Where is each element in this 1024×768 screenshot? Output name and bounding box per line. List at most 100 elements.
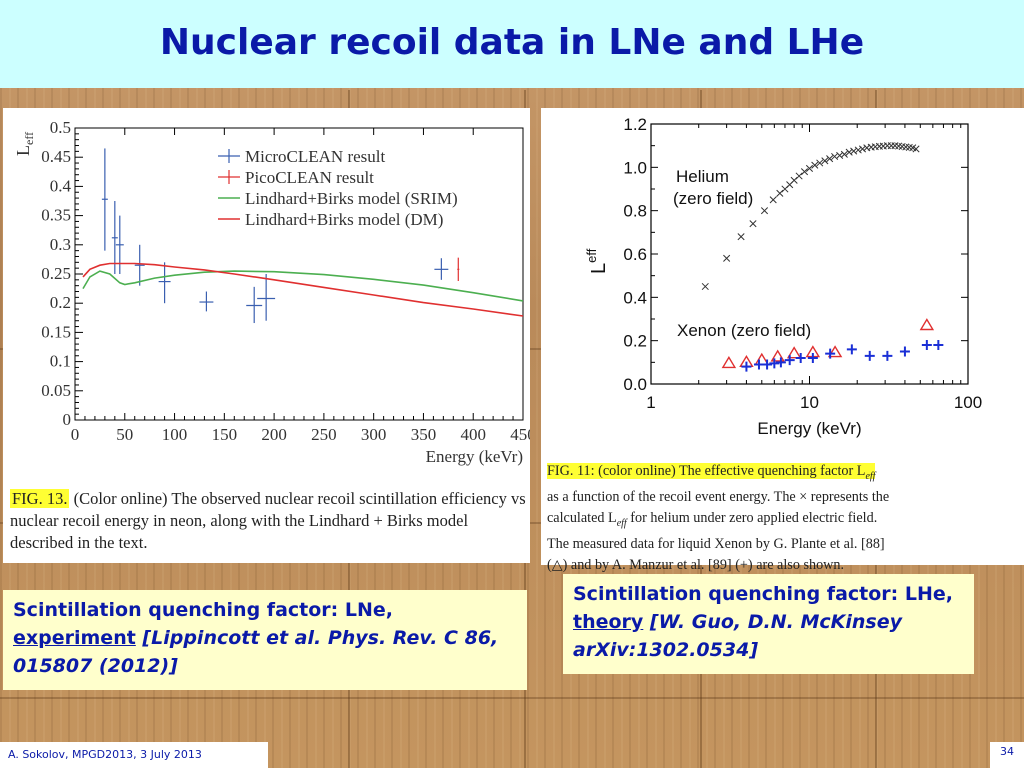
right-caption-highlight: (color online) The effective quenching f… [594,463,866,479]
y-tick-label: 0.5 [50,118,71,137]
y-tick-label: 0.45 [41,147,71,166]
helium-point [887,142,895,150]
page-number: 34 [990,742,1024,768]
x-tick-label: 300 [361,425,387,444]
y-tick-label: 0.2 [623,332,647,351]
x-tick-label: 400 [460,425,486,444]
helium-point [816,159,824,167]
annotation-zero-field: (zero field) [673,189,753,208]
xenon-plus-point [921,340,932,350]
x-tick-label: 450 [510,425,530,444]
right-chart: 1 10 100 0.0 0.2 0.4 0.6 0.8 1.0 1.2 Energy (keVr)… [584,115,982,438]
helium-point [850,147,858,155]
helium-point [776,189,784,197]
xenon-plus-point [825,348,836,359]
xenon-plus-point [762,359,773,370]
note-lhe: Scintillation quenching factor: LHe, the… [563,574,974,674]
helium-point [795,172,803,180]
x-tick-label: 350 [411,425,437,444]
right-caption-line: as a function of the recoil event energy… [547,488,890,505]
helium-point [701,282,709,291]
x-tick-label: 0 [71,425,80,444]
xenon-triangle-point [786,346,802,359]
helium-point [854,146,862,154]
y-axis-label-subscript: eff [584,248,599,263]
title-bar [0,0,1024,88]
y-tick-label: 0.1 [50,352,71,371]
y-tick-label: 0.3 [50,235,71,254]
right-figure-panel [541,108,1024,565]
helium-point [912,145,920,153]
y-tick-label: 1.2 [623,115,647,134]
helium-point [840,150,848,158]
xenon-plus-point [741,361,752,372]
helium-point [749,220,757,228]
xenon-plus-point [795,353,806,363]
right-caption-line: (△) and by A. Manzur et al. [89] (+) are… [547,556,845,573]
y-axis-label: Leff [584,248,610,274]
y-tick-label: 0.05 [41,381,71,400]
x-axis-label: Energy (keVr) [426,447,523,466]
note-lhe-underlined: theory [573,611,644,633]
helium-point [760,207,769,215]
xenon-triangle-point [754,352,770,365]
note-lne-citation: [Lippincott et al. Phys. Rev. C 86, 0158… [13,627,499,677]
y-axis-label: Leff [13,132,36,156]
helium-point [769,196,777,204]
right-caption-label: FIG. 11: [547,463,595,479]
note-lne-line1: Scintillation quenching factor: LNe, [13,599,393,621]
xenon-plus-point [769,358,780,369]
y-tick-label: 0.6 [623,245,647,264]
y-axis-label-subscript: eff [22,132,36,145]
xenon-plus-point [933,340,944,350]
leff-subscript: eff [616,517,627,529]
helium-point [800,168,809,176]
left-figure-caption: FIG. 13. (Color online) The observed nuc… [10,488,526,554]
y-tick-label: 0.25 [41,264,71,283]
right-caption-line: The measured data for liquid Xenon by G.… [547,535,885,552]
y-tick-label: 0.8 [623,202,647,221]
helium-point [811,161,819,169]
y-tick-label: 0 [63,410,72,429]
y-tick-label: 0.4 [50,176,72,195]
helium-point [826,155,834,163]
slide-title: Nuclear recoil data in LNe and LHe [159,22,865,63]
xenon-plus-point [775,357,786,368]
legend-entry: Lindhard+Birks model (DM) [245,210,443,229]
plank-seam [0,697,1024,699]
helium-point [845,148,853,156]
y-tick-label: 0.2 [50,293,71,312]
helium-point [858,145,867,153]
model-curve [82,270,524,302]
left-caption-text: (Color online) The observed nuclear reco… [10,489,526,552]
x-tick-label: 150 [212,425,238,444]
legend-entry: MicroCLEAN result [245,147,386,166]
x-axis-label: Energy (keVr) [757,419,861,438]
plot-frame [650,123,969,385]
x-tick-label: 200 [261,425,287,444]
helium-point [821,157,829,165]
y-tick-label: 0.15 [41,322,71,341]
x-tick-label: 250 [311,425,337,444]
left-chart: 0 50 100 150 200 250 300 350 400 450 0 0.05 0.1 0.15 0… [13,118,530,466]
y-tick-label: 0.35 [41,206,71,225]
model-curve [82,262,524,317]
x-tick-label: 100 [954,393,982,412]
xenon-plus-point [846,344,857,355]
xenon-triangle-point [721,356,737,369]
left-figure-panel [3,108,530,563]
x-tick-label: 50 [116,425,133,444]
xenon-plus-point [807,353,818,363]
helium-point [805,164,814,172]
xenon-triangle-point [770,349,785,362]
note-lne-underlined: experiment [13,627,136,649]
xenon-plus-point [882,350,893,361]
x-tick-label: 100 [162,425,188,444]
note-lhe-line1: Scintillation quenching factor: LHe, [573,583,953,605]
xenon-plus-point [784,355,795,366]
right-caption-line: calculated L [547,509,617,526]
helium-point [723,254,731,262]
xenon-triangle-point [827,345,843,358]
y-tick-label: 1.0 [623,158,647,177]
right-figure-caption: FIG. 11: (color online) The effective qu… [547,461,1021,576]
